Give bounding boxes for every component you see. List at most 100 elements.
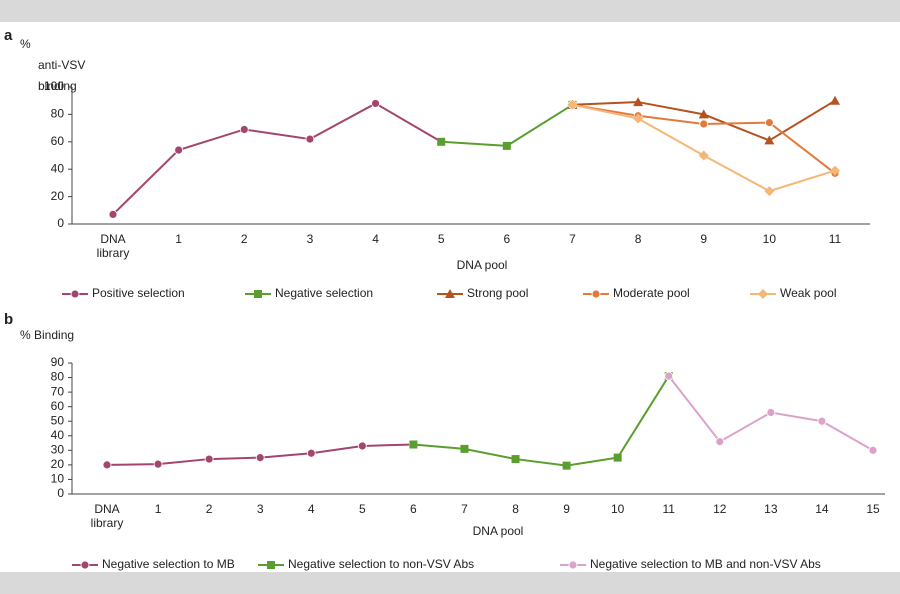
legend-label: Moderate pool — [613, 286, 690, 300]
x-tick-label: 2 — [206, 502, 213, 516]
marker — [371, 99, 380, 108]
y-axis-label: % Binding — [20, 328, 74, 342]
marker — [699, 119, 709, 129]
marker — [562, 461, 571, 470]
marker — [715, 437, 725, 447]
x-tick-label: DNA library — [97, 232, 130, 260]
x-tick-label: 10 — [611, 502, 625, 516]
x-tick-label: 11 — [829, 232, 842, 246]
marker — [764, 186, 775, 197]
marker — [698, 150, 709, 161]
marker — [445, 289, 455, 298]
marker — [591, 289, 601, 299]
x-tick-label: 7 — [461, 502, 468, 516]
top-band — [0, 0, 900, 22]
legend-label: Negative selection to MB and non-VSV Abs — [590, 557, 821, 571]
series-line — [112, 102, 442, 216]
x-tick-label: 15 — [866, 502, 880, 516]
series-line — [441, 103, 573, 147]
y-tick-label: 10 — [51, 472, 65, 486]
x-tick-label: 8 — [635, 232, 642, 246]
marker — [764, 118, 774, 128]
legend-label: Strong pool — [467, 286, 528, 300]
marker — [460, 444, 469, 453]
x-tick-label: 5 — [438, 232, 445, 246]
marker — [204, 454, 214, 464]
x-tick-label: 5 — [359, 502, 366, 516]
marker — [153, 459, 163, 469]
y-tick-label: 90 — [51, 355, 65, 369]
legend-label: Positive selection — [92, 286, 185, 300]
marker — [567, 99, 578, 110]
x-tick-label: 11 — [662, 502, 675, 516]
y-tick-label: 20 — [51, 457, 65, 471]
y-tick-label: 0 — [57, 486, 64, 500]
marker — [764, 135, 775, 145]
bottom-band — [0, 572, 900, 594]
x-tick-label: 12 — [713, 502, 727, 516]
marker — [766, 408, 776, 417]
y-tick-label: 40 — [51, 428, 65, 442]
y-tick-label: 20 — [51, 189, 65, 203]
marker — [305, 134, 315, 144]
marker — [437, 137, 446, 146]
marker — [830, 95, 840, 105]
y-tick-label: 30 — [51, 443, 65, 457]
x-tick-label: 10 — [763, 232, 777, 246]
marker — [255, 453, 265, 463]
y-tick-label: 60 — [51, 134, 65, 148]
marker — [633, 113, 644, 124]
x-tick-label: 2 — [241, 232, 248, 246]
x-tick-label: 9 — [563, 502, 570, 516]
marker — [267, 561, 275, 569]
y-tick-label: 50 — [51, 413, 65, 427]
x-axis-label: DNA pool — [457, 258, 508, 272]
marker — [868, 445, 878, 455]
legend-label: Negative selection to MB — [102, 557, 235, 571]
x-tick-label: DNA library — [91, 502, 124, 530]
panel-label: a — [4, 27, 13, 44]
y-tick-label: 60 — [51, 399, 65, 413]
marker — [108, 210, 118, 219]
marker — [80, 560, 90, 570]
x-tick-label: 3 — [307, 232, 314, 246]
marker — [830, 165, 840, 176]
y-tick-label: 40 — [51, 161, 65, 175]
marker — [502, 141, 511, 150]
x-tick-label: 4 — [372, 232, 379, 246]
x-tick-label: 9 — [700, 232, 707, 246]
legend-label: Weak pool — [780, 286, 836, 300]
y-tick-label: 100 — [44, 79, 64, 93]
y-tick-label: 80 — [51, 107, 65, 121]
marker — [409, 440, 418, 449]
series-line — [413, 375, 670, 467]
marker — [758, 289, 768, 299]
x-tick-label: 4 — [308, 502, 315, 516]
marker — [357, 441, 367, 451]
x-tick-label: 8 — [512, 502, 519, 516]
x-tick-label: 6 — [410, 502, 417, 516]
x-tick-label: 3 — [257, 502, 264, 516]
x-tick-label: 7 — [569, 232, 576, 246]
marker — [633, 97, 644, 107]
marker — [239, 125, 249, 134]
legend-label: Negative selection — [275, 286, 373, 300]
marker — [254, 290, 262, 298]
marker — [568, 560, 578, 570]
y-tick-label: 0 — [57, 216, 64, 230]
x-axis-label: DNA pool — [473, 524, 524, 538]
marker — [102, 460, 112, 470]
marker — [698, 109, 709, 119]
x-tick-label: 1 — [155, 502, 162, 516]
legend-label: Negative selection to non-VSV Abs — [288, 557, 474, 571]
marker — [174, 145, 184, 155]
marker — [817, 416, 827, 426]
marker — [613, 453, 622, 462]
y-tick-label: 80 — [51, 370, 65, 384]
y-tick-label: 70 — [51, 384, 65, 398]
marker — [70, 289, 80, 299]
panel-label: b — [4, 311, 13, 328]
y-axis-label: %anti-VSV binding — [20, 37, 85, 93]
x-tick-label: 1 — [175, 232, 182, 246]
